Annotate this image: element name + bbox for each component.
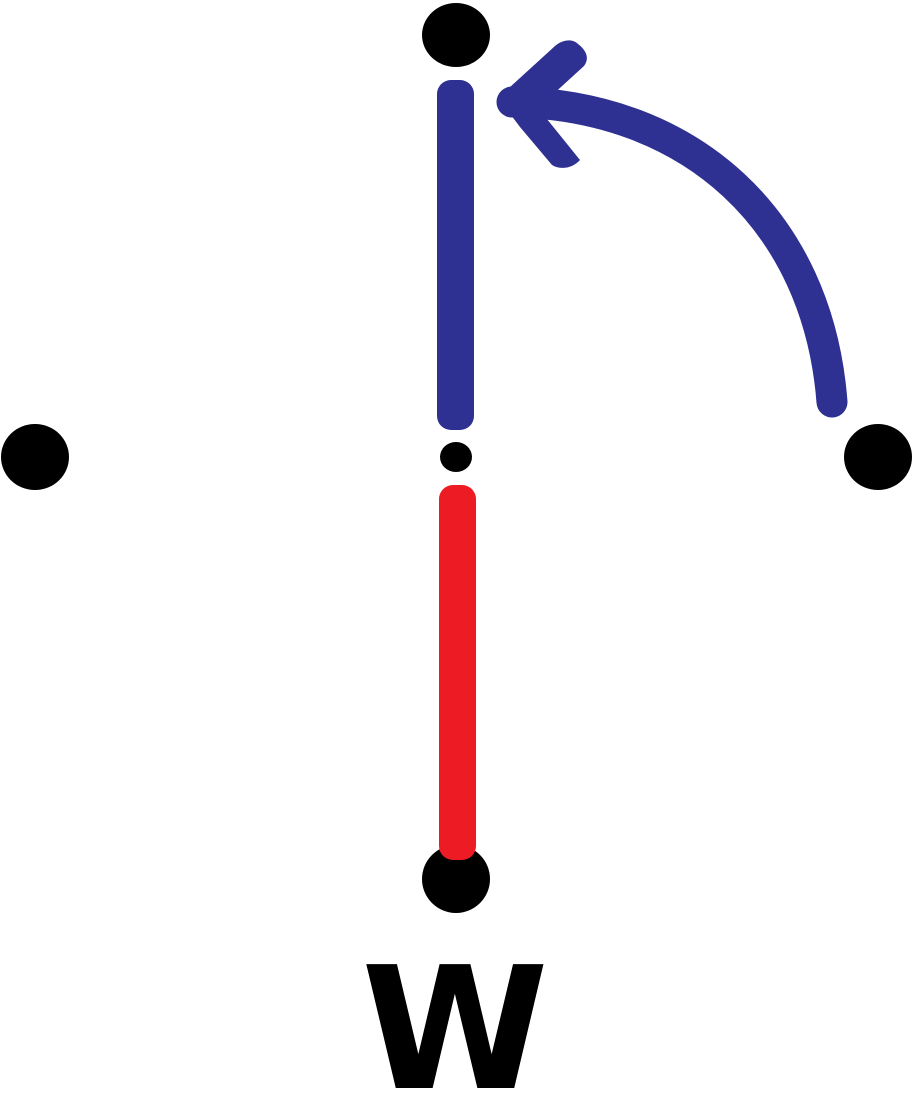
east-dot	[844, 424, 912, 490]
center-dot	[440, 442, 472, 472]
red-segment	[439, 485, 476, 860]
rotation-arrow-head	[498, 40, 587, 168]
blue-segment	[437, 80, 474, 430]
west-dot	[1, 424, 69, 490]
rotation-arrow-shaft	[496, 86, 848, 418]
north-dot	[422, 3, 490, 67]
south-dot	[422, 845, 490, 913]
point-label-w: W	[361, 931, 549, 1094]
